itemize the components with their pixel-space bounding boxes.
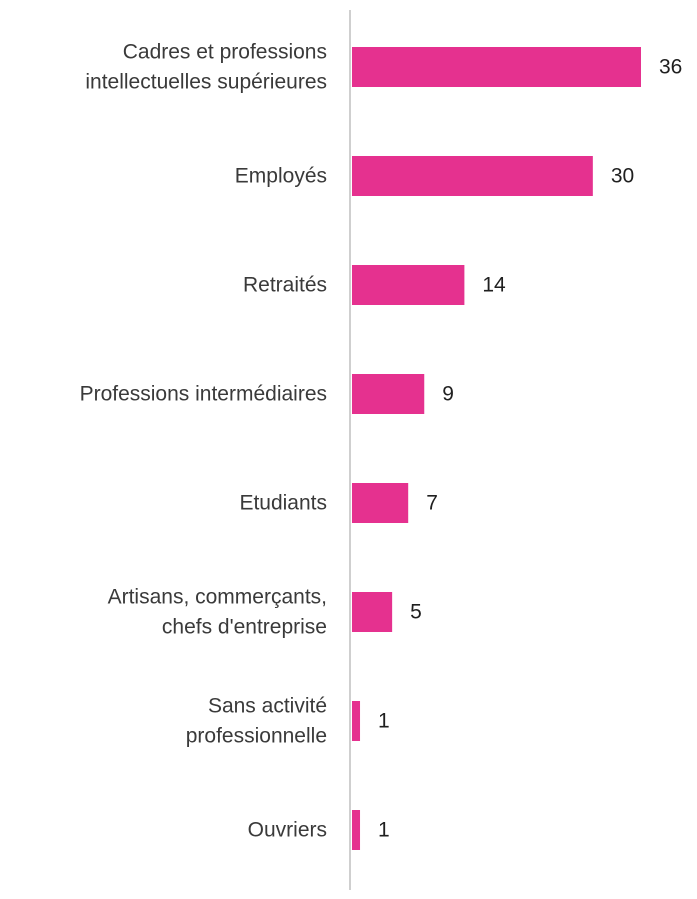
data-label: 1 — [378, 819, 390, 842]
category-labels-group: Cadres et professions intellectuelles sup… — [80, 41, 327, 842]
value-labels-group: 36 30 14 9 7 5 1 1 — [378, 56, 682, 842]
category-tick-label-line: Etudiants — [239, 492, 327, 515]
data-label: 30 — [611, 165, 634, 188]
category-tick-label-line: Ouvriers — [248, 819, 327, 842]
bars-group — [352, 47, 641, 850]
category-tick-label-line: Retraités — [243, 274, 327, 297]
bar — [352, 592, 393, 632]
bar — [352, 810, 361, 850]
bar — [352, 701, 361, 741]
category-tick-label-line: Sans activité — [208, 695, 327, 718]
category-tick-label: Retraités — [243, 274, 327, 297]
data-label: 36 — [659, 56, 682, 79]
category-tick-label: Professions intermédiaires — [80, 383, 327, 406]
category-tick-label: Ouvriers — [248, 819, 327, 842]
category-tick-label: Etudiants — [239, 492, 327, 515]
bar — [352, 265, 465, 305]
bar — [352, 483, 409, 523]
data-label: 5 — [410, 601, 422, 624]
data-label: 7 — [426, 492, 438, 515]
category-tick-label-line: Employés — [235, 165, 327, 188]
bar — [352, 374, 425, 414]
category-tick-label-line: professionnelle — [186, 725, 327, 748]
category-tick-label-line: chefs d'entreprise — [162, 616, 327, 639]
data-label: 1 — [378, 710, 390, 733]
category-tick-label-line: intellectuelles supérieures — [85, 71, 327, 94]
category-tick-label: Sans activité professionnelle — [186, 695, 327, 748]
bar — [352, 47, 641, 87]
category-tick-label-line: Professions intermédiaires — [80, 383, 327, 406]
bar — [352, 156, 593, 196]
category-tick-label-line: Artisans, commerçants, — [108, 586, 327, 609]
category-tick-label: Employés — [235, 165, 327, 188]
category-tick-label: Cadres et professions intellectuelles sup… — [85, 41, 327, 94]
data-label: 9 — [442, 383, 454, 406]
category-tick-label: Artisans, commerçants, chefs d'entreprise — [108, 586, 327, 639]
data-label: 14 — [482, 274, 506, 297]
category-tick-label-line: Cadres et professions — [123, 41, 327, 64]
